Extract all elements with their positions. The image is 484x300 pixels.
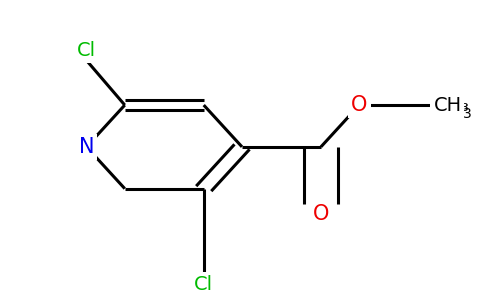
Text: 3: 3 [463,107,472,121]
Text: Cl: Cl [77,41,96,60]
Text: Cl: Cl [194,275,213,294]
Text: CH: CH [433,96,462,115]
Text: N: N [79,137,94,157]
Text: O: O [313,205,329,224]
Text: CH₃: CH₃ [433,96,469,115]
Text: O: O [351,95,367,115]
